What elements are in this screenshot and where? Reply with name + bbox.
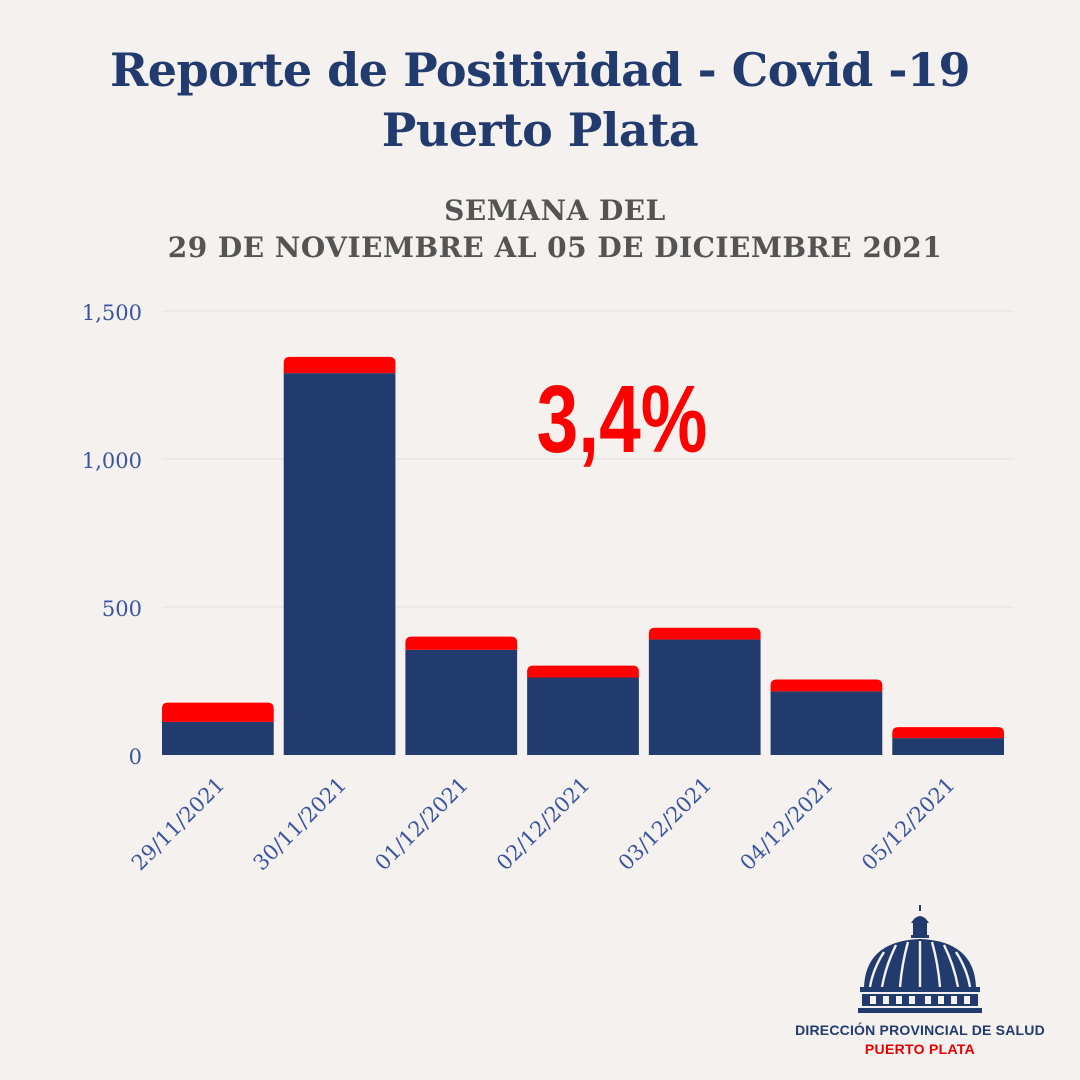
x-tick-label: 04/12/2021 [735, 773, 838, 876]
bar-segment-positive [162, 702, 274, 722]
bar-segment-positive [283, 356, 396, 374]
chart-subtitle-line1: SEMANA DEL [444, 194, 666, 227]
logo-text-directorate: DIRECCIÓN PROVINCIAL DE SALUD [795, 1022, 1045, 1038]
logo-text-province: PUERTO PLATA [864, 1041, 976, 1057]
bar-segment-tests [648, 639, 761, 755]
x-tick-label: 30/11/2021 [249, 773, 352, 876]
chart-subtitle: SEMANA DEL 29 DE NOVIEMBRE AL 05 DE DICI… [0, 192, 1080, 266]
health-directorate-logo: DIRECCIÓN PROVINCIAL DE SALUD PUERTO PLA… [780, 905, 1060, 1065]
dome-icon [858, 905, 982, 1013]
bar-segment-tests [892, 738, 1004, 755]
positivity-rate-annotation: 3,4% [537, 366, 708, 473]
chart-title-line1: Reporte de Positividad - Covid -19 [110, 43, 970, 97]
bar-segment-tests [405, 649, 518, 755]
bar-segment-positive [527, 665, 639, 678]
x-tick-label: 02/12/2021 [492, 773, 595, 876]
y-tick-label: 1,500 [82, 301, 142, 325]
bar-segment-tests [283, 373, 396, 755]
x-tick-label: 05/12/2021 [857, 773, 960, 876]
bar-segment-positive [648, 627, 761, 640]
chart-subtitle-line2: 29 DE NOVIEMBRE AL 05 DE DICIEMBRE 2021 [167, 231, 943, 264]
bar-segment-tests [162, 721, 274, 755]
x-tick-label: 01/12/2021 [370, 773, 473, 876]
chart-title: Reporte de Positividad - Covid -19 Puert… [0, 40, 1080, 160]
bar-segment-tests [527, 677, 639, 755]
x-tick-label: 29/11/2021 [127, 773, 230, 876]
bar-segment-positive [892, 727, 1004, 739]
x-tick-label: 03/12/2021 [614, 773, 717, 876]
y-tick-label: 500 [102, 597, 142, 621]
y-tick-label: 0 [129, 745, 142, 769]
bar-segment-positive [405, 636, 518, 650]
y-tick-label: 1,000 [82, 449, 142, 473]
chart-title-line2: Puerto Plata [381, 103, 699, 157]
bar-segment-tests [770, 691, 883, 755]
bar-segment-positive [770, 679, 883, 692]
